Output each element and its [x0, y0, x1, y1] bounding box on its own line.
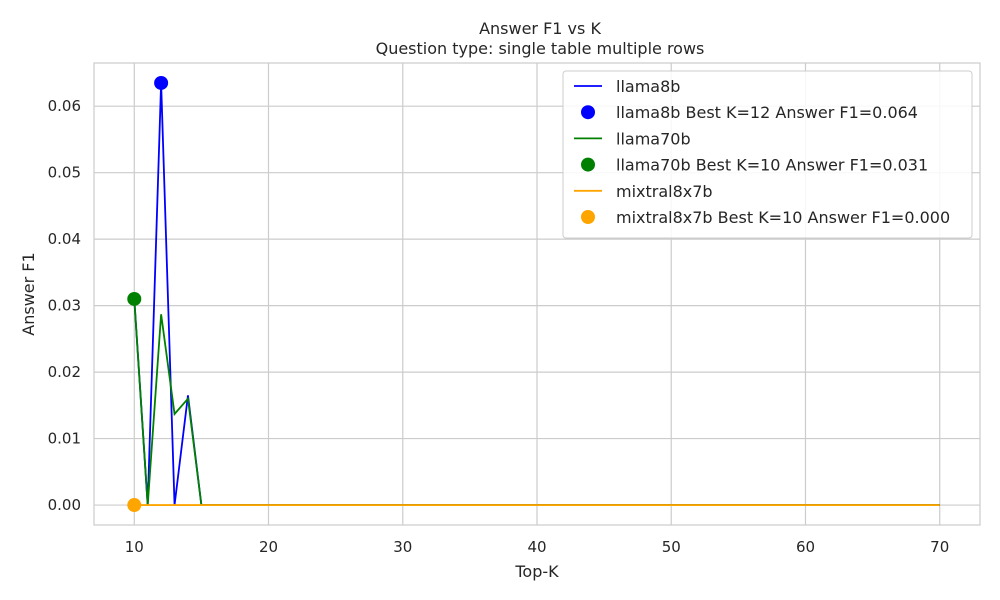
- chart-subtitle: Question type: single table multiple row…: [376, 39, 705, 58]
- legend-entry-label: mixtral8x7b: [616, 182, 713, 201]
- legend: llama8b llama8b Best K=12 Answer F1=0.064…: [562, 70, 973, 239]
- best-point-llama70b: [127, 291, 142, 306]
- legend-entry-label: llama8b: [616, 77, 680, 96]
- legend-marker-swatch: [581, 210, 595, 224]
- legend-marker-swatch: [581, 157, 595, 172]
- x-tick-label: 20: [259, 538, 278, 556]
- chart-title: Answer F1 vs K: [479, 19, 601, 38]
- x-tick-label: 10: [125, 538, 144, 556]
- legend-entry-label: llama70b: [616, 129, 691, 148]
- x-tick-label: 30: [393, 538, 412, 556]
- legend-entry-label: mixtral8x7b Best K=10 Answer F1=0.000: [616, 208, 950, 227]
- legend-marker-swatch: [581, 105, 595, 120]
- legend-entry-label: llama70b Best K=10 Answer F1=0.031: [616, 156, 928, 175]
- x-axis-label: Top-K: [514, 562, 559, 581]
- x-axis-ticks: 10 20 30 40 50 60 70: [125, 538, 950, 556]
- y-tick-label: 0.05: [48, 164, 81, 182]
- series-layer: [127, 75, 940, 513]
- x-tick-label: 60: [796, 538, 815, 556]
- plot-frame: [93, 62, 981, 526]
- x-tick-label: 70: [930, 538, 949, 556]
- best-point-llama8b: [154, 75, 169, 90]
- y-tick-label: 0.01: [48, 430, 81, 448]
- y-axis-label: Answer F1: [19, 252, 38, 335]
- best-point-mixtral8x7b: [127, 498, 142, 513]
- x-tick-label: 40: [527, 538, 546, 556]
- y-tick-label: 0.06: [48, 97, 81, 115]
- x-tick-label: 50: [662, 538, 681, 556]
- legend-entry-label: llama8b Best K=12 Answer F1=0.064: [616, 103, 918, 122]
- y-tick-label: 0.04: [48, 230, 81, 248]
- y-axis-ticks: 0.00 0.01 0.02 0.03 0.04 0.05 0.06: [48, 97, 81, 514]
- y-tick-label: 0.02: [48, 363, 81, 381]
- legend-box: [562, 70, 973, 239]
- y-tick-label: 0.03: [48, 297, 81, 315]
- y-tick-label: 0.00: [48, 496, 81, 514]
